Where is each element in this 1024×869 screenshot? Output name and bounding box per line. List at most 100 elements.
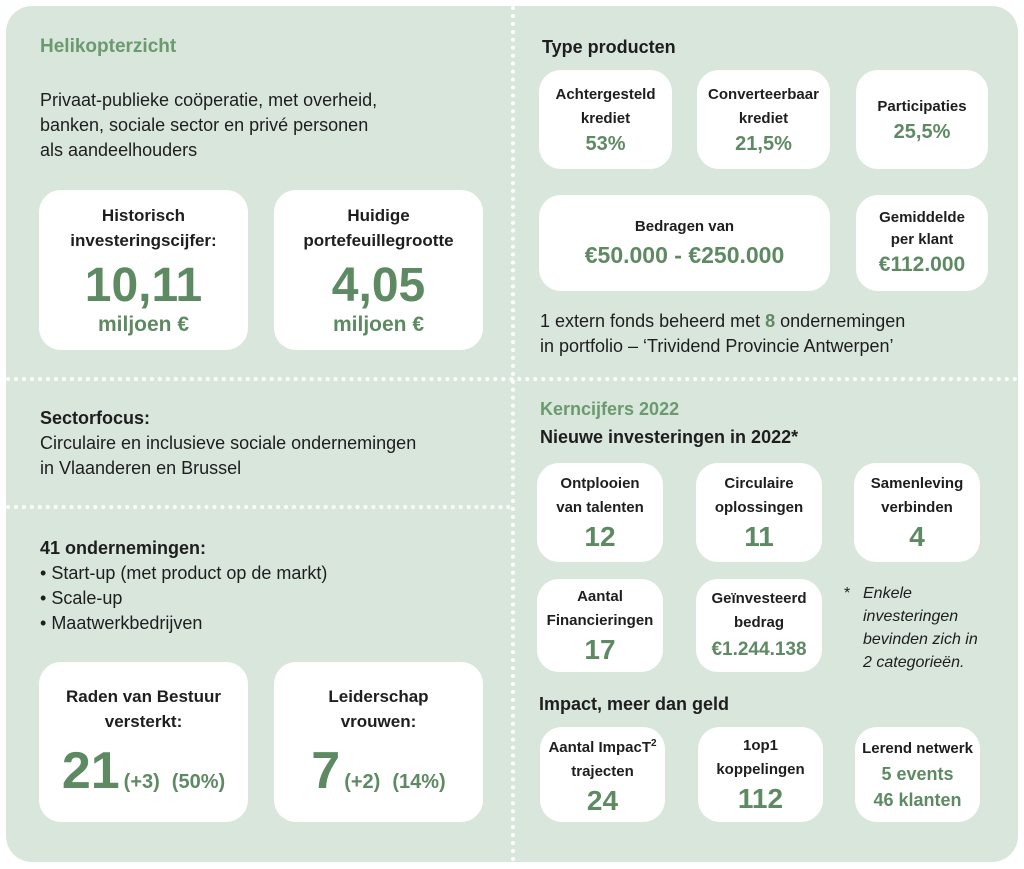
sector-block: Sectorfocus: Circulaire en inclusieve so… <box>40 406 416 481</box>
kpi-footnote: Enkele investeringen bevinden zich in 2 … <box>863 582 978 674</box>
impact-label: trajecten <box>571 762 634 780</box>
product-card: Converteerbaar krediet 21,5% <box>697 70 830 169</box>
historic-investment-card: Historisch investeringscijfer: 10,11 mil… <box>39 190 248 350</box>
overview-description: Privaat-publieke coöperatie, met overhei… <box>40 88 377 163</box>
infographic-panel: Helikopterzicht Privaat-publieke coöpera… <box>6 6 1018 862</box>
impact-label: Lerend netwerk <box>862 739 973 757</box>
fund-text-part: ondernemingen <box>775 311 906 331</box>
horizontal-divider-middle <box>6 377 1018 381</box>
women-stats: 7 (+2) (14%) <box>311 742 445 800</box>
kpi-label: Circulaire <box>724 474 794 492</box>
amounts-label: Bedragen van <box>634 218 735 235</box>
kpi-label: Financieringen <box>546 611 654 629</box>
fund-text: 1 extern fonds beheerd met 8 onderneming… <box>540 309 905 359</box>
kpi-label: Ontplooien <box>560 474 640 492</box>
product-share: 21,5% <box>735 132 792 155</box>
footnote-line: 2 categorieën. <box>863 654 965 671</box>
portfolio-value: 4,05 <box>331 259 426 312</box>
kpi-card: Ontplooien van talenten 12 <box>537 463 663 562</box>
overview-desc-line: als aandeelhouders <box>40 140 198 160</box>
impact-value: 112 <box>737 782 784 814</box>
historic-unit: miljoen € <box>97 313 190 336</box>
card-label: Leiderschap <box>328 687 429 706</box>
list-item: Scale-up <box>40 586 327 611</box>
kpi-subtitle: Nieuwe investeringen in 2022* <box>540 427 799 447</box>
women-value: 7 <box>311 742 341 800</box>
card-label: versterkt: <box>104 712 183 731</box>
kpi-title: Kerncijfers 2022 <box>540 399 680 419</box>
amounts-card: Bedragen van €50.000 - €250.000 <box>539 195 830 291</box>
kpi-card: Geïnvesteerd bedrag €1.244.138 <box>696 579 822 672</box>
kpi-value: 4 <box>909 520 925 552</box>
list-item: Start-up (met product op de markt) <box>40 561 327 586</box>
impact-matches-card: 1op1 koppelingen 112 <box>698 727 823 822</box>
list-item: Maatwerkbedrijven <box>40 611 327 636</box>
impact-trajects-label: Aantal ImpacT2 <box>548 732 656 760</box>
superscript: 2 <box>650 737 657 749</box>
women-leadership-card: Leiderschap vrouwen: 7 (+2) (14%) <box>274 662 483 822</box>
card-label: Historisch <box>101 206 186 225</box>
average-value: €112.000 <box>878 253 966 276</box>
kpi-label: verbinden <box>881 498 953 516</box>
vertical-divider <box>511 6 515 862</box>
footnote-line: bevinden zich in <box>863 631 978 648</box>
impact-trajects-card: Aantal ImpacT2 trajecten 24 <box>540 727 665 822</box>
impact-label: koppelingen <box>716 760 805 778</box>
card-label: Huidige <box>347 206 410 225</box>
kpi-value: 12 <box>584 520 616 552</box>
product-label: Converteerbaar <box>708 85 819 103</box>
boards-stats: 21 (+3) (50%) <box>62 742 225 800</box>
fund-text-line: in portfolio – ‘Trividend Provincie Antw… <box>540 336 894 356</box>
kpi-card: Samenleving verbinden 4 <box>854 463 980 562</box>
footnote-line: investeringen <box>863 608 959 625</box>
impact-value: 24 <box>586 784 619 816</box>
overview-desc-line: banken, sociale sector en privé personen <box>40 115 369 135</box>
note-star: * <box>844 585 851 602</box>
product-label: krediet <box>580 109 631 127</box>
card-label: Raden van Bestuur <box>66 687 221 706</box>
product-label: krediet <box>738 109 789 127</box>
boards-pct: (50%) <box>171 771 226 793</box>
card-label: vrouwen: <box>340 712 417 731</box>
sector-title: Sectorfocus: <box>40 408 151 428</box>
product-label: Participaties <box>877 97 967 115</box>
products-title: Type producten <box>542 37 676 57</box>
kpi-label: Geïnvesteerd <box>711 589 807 607</box>
amounts-value: €50.000 - €250.000 <box>584 242 785 268</box>
sector-line: Circulaire en inclusieve sociale onderne… <box>40 433 417 453</box>
card-label: portefeuillegrootte <box>303 231 454 250</box>
women-extra: (+2) <box>344 771 381 793</box>
companies-list: Start-up (met product op de markt) Scale… <box>40 561 327 636</box>
impact-network-card: Lerend netwerk 5 events 46 klanten <box>855 727 980 822</box>
kpi-card: Aantal Financieringen 17 <box>537 579 663 672</box>
companies-title: 41 ondernemingen: <box>40 538 207 558</box>
kpi-value: €1.244.138 <box>711 638 807 660</box>
historic-value: 10,11 <box>84 259 203 312</box>
kpi-value: 11 <box>744 520 774 552</box>
card-label: investeringscijfer: <box>70 231 217 250</box>
impact-label-text: Aantal ImpacT <box>548 738 651 756</box>
product-label: Achtergesteld <box>555 85 656 103</box>
product-share: 53% <box>585 132 626 155</box>
horizontal-divider-left <box>6 505 511 509</box>
women-pct: (14%) <box>392 771 446 793</box>
boards-card: Raden van Bestuur versterkt: 21 (+3) (50… <box>39 662 248 822</box>
sector-line: in Vlaanderen en Brussel <box>40 458 242 478</box>
companies-block: 41 ondernemingen: Start-up (met product … <box>40 536 327 636</box>
impact-label: 1op1 <box>742 736 778 754</box>
kpi-label: van talenten <box>556 498 644 516</box>
fund-count: 8 <box>765 311 776 331</box>
impact-network-events: 5 events <box>881 763 954 784</box>
boards-extra: (+3) <box>123 771 160 793</box>
kpi-label: Samenleving <box>870 474 964 492</box>
kpi-value: 17 <box>584 633 616 665</box>
kpi-label: Aantal <box>577 587 623 605</box>
overview-title: Helikopterzicht <box>40 36 177 57</box>
average-label: Gemiddelde <box>879 209 965 226</box>
footnote-line: Enkele <box>863 585 912 602</box>
overview-desc-line: Privaat-publieke coöperatie, met overhei… <box>40 90 378 110</box>
kpi-label: oplossingen <box>714 498 804 516</box>
kpi-label: bedrag <box>733 613 784 631</box>
impact-network-clients: 46 klanten <box>873 789 962 810</box>
fund-text-part: 1 extern fonds beheerd met <box>540 311 766 331</box>
